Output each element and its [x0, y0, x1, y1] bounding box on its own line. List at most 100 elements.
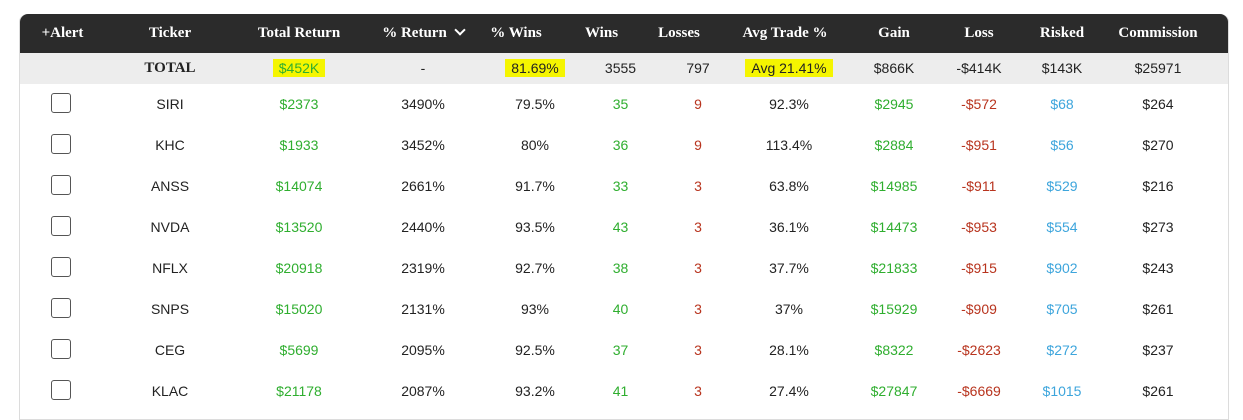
- commission-cell: $273: [1142, 219, 1174, 235]
- alert-checkbox[interactable]: [51, 298, 71, 318]
- commission-cell: $261: [1142, 383, 1174, 399]
- table-row: ANSS $14074 2661% 91.7% 33 3 63.8% $1498…: [20, 166, 1228, 207]
- table-row: KLAC $21178 2087% 93.2% 41 3 27.4% $2784…: [20, 371, 1228, 412]
- table-row: SIRI $2373 3490% 79.5% 35 9 92.3% $2945 …: [20, 84, 1228, 125]
- wins-cell: 33: [612, 178, 629, 194]
- total-pct-wins: 81.69%: [483, 53, 587, 84]
- table-row: CEG $5699 2095% 92.5% 37 3 28.1% $8322 -…: [20, 330, 1228, 371]
- total-wins: 3555: [604, 60, 637, 76]
- total-return-highlight: $452K: [272, 59, 326, 77]
- pct-return-cell: 3490%: [401, 96, 445, 112]
- pct-wins-header[interactable]: % Wins: [490, 25, 542, 41]
- ticker-cell: NVDA: [150, 219, 190, 235]
- pct-wins-cell: 80%: [520, 137, 550, 153]
- pct-return-header[interactable]: % Return: [363, 14, 483, 53]
- alert-checkbox[interactable]: [51, 216, 71, 236]
- avg-trade-header[interactable]: Avg Trade %: [742, 25, 828, 41]
- alert-checkbox[interactable]: [51, 339, 71, 359]
- total-losses: 797: [686, 60, 710, 76]
- total-avg-trade: Avg 21.41%: [704, 53, 874, 84]
- total-loss: -$414K: [956, 60, 1002, 76]
- results-table: +Alert Ticker Total Return % Return % Wi…: [19, 14, 1229, 420]
- losses-cell: 3: [694, 178, 702, 194]
- total-return-cell: $15020: [275, 301, 323, 317]
- ticker-cell: SIRI: [156, 96, 184, 112]
- avg-trade-cell: 92.3%: [769, 96, 809, 112]
- ticker-cell: KLAC: [151, 383, 189, 399]
- pct-return-cell: 2131%: [401, 301, 445, 317]
- loss-cell: -$951: [961, 137, 997, 153]
- ticker-cell: SNPS: [150, 301, 190, 317]
- risked-header[interactable]: Risked: [1039, 25, 1085, 41]
- total-avg-trade-highlight: Avg 21.41%: [745, 59, 833, 77]
- gain-cell: $2884: [874, 137, 914, 153]
- alert-checkbox[interactable]: [51, 175, 71, 195]
- gain-header[interactable]: Gain: [878, 25, 910, 41]
- alert-checkbox[interactable]: [51, 134, 71, 154]
- total-return-cell: $1933: [279, 137, 319, 153]
- alert-header[interactable]: +Alert: [41, 25, 84, 41]
- ticker-cell: ANSS: [150, 178, 190, 194]
- commission-header[interactable]: Commission: [1118, 25, 1198, 41]
- total-pct-wins-highlight: 81.69%: [505, 59, 565, 77]
- ticker-cell: CEG: [154, 342, 186, 358]
- loss-cell: -$6669: [957, 383, 1001, 399]
- losses-cell: 3: [694, 342, 702, 358]
- pct-return-cell: 3452%: [401, 137, 445, 153]
- alert-checkbox[interactable]: [51, 257, 71, 277]
- total-return-cell: $5699: [279, 342, 319, 358]
- avg-trade-cell: 27.4%: [769, 383, 809, 399]
- avg-trade-cell: 113.4%: [765, 137, 813, 153]
- wins-cell: 37: [612, 342, 629, 358]
- wins-cell: 38: [612, 260, 629, 276]
- total-return-cell: $21178: [276, 383, 322, 399]
- pct-wins-cell: 91.7%: [515, 178, 555, 194]
- loss-header[interactable]: Loss: [964, 25, 994, 41]
- gain-cell: $2945: [874, 96, 914, 112]
- total-return-header[interactable]: Total Return: [257, 25, 341, 41]
- loss-cell: -$953: [961, 219, 997, 235]
- losses-cell: 3: [694, 301, 702, 317]
- ticker-cell: NFLX: [152, 260, 188, 276]
- losses-cell: 9: [694, 96, 702, 112]
- pct-return-cell: 2319%: [401, 260, 445, 276]
- loss-cell: -$909: [961, 301, 997, 317]
- pct-return-cell: 2661%: [401, 178, 445, 194]
- total-return-cell: $13520: [275, 219, 323, 235]
- commission-cell: $243: [1142, 260, 1174, 276]
- pct-wins-cell: 93%: [520, 301, 550, 317]
- wins-cell: 35: [612, 96, 629, 112]
- wins-header[interactable]: Wins: [584, 25, 619, 41]
- gain-cell: $21833: [870, 260, 918, 276]
- loss-cell: -$911: [961, 178, 997, 194]
- wins-cell: 41: [612, 383, 629, 399]
- pct-return-cell: 2440%: [401, 219, 445, 235]
- pct-wins-cell: 93.2%: [515, 383, 555, 399]
- pct-wins-cell: 93.5%: [515, 219, 555, 235]
- commission-cell: $261: [1142, 301, 1174, 317]
- commission-cell: $264: [1142, 96, 1174, 112]
- total-return-value: $452K: [235, 53, 363, 84]
- pct-return-cell: 2087%: [401, 383, 445, 399]
- avg-trade-cell: 63.8%: [769, 178, 809, 194]
- losses-header[interactable]: Losses: [658, 25, 700, 41]
- risked-cell: $902: [1046, 260, 1078, 276]
- total-return-cell: $20918: [275, 260, 323, 276]
- commission-cell: $237: [1142, 342, 1174, 358]
- risked-cell: $705: [1046, 301, 1078, 317]
- gain-cell: $15929: [870, 301, 918, 317]
- table-row: NVDA $13520 2440% 93.5% 43 3 36.1% $1447…: [20, 207, 1228, 248]
- alert-checkbox[interactable]: [51, 380, 71, 400]
- loss-cell: -$572: [961, 96, 997, 112]
- risked-cell: $529: [1046, 178, 1078, 194]
- risked-cell: $272: [1046, 342, 1078, 358]
- gain-cell: $14473: [870, 219, 918, 235]
- chevron-down-icon: [454, 24, 466, 36]
- total-row: TOTAL $452K - 81.69% 3555 797 Avg 21.41%…: [20, 53, 1228, 84]
- total-return-cell: $2373: [279, 96, 319, 112]
- commission-cell: $216: [1142, 178, 1174, 194]
- alert-checkbox[interactable]: [51, 93, 71, 113]
- ticker-header[interactable]: Ticker: [148, 25, 192, 41]
- pct-wins-cell: 92.5%: [515, 342, 555, 358]
- loss-cell: -$2623: [957, 342, 1001, 358]
